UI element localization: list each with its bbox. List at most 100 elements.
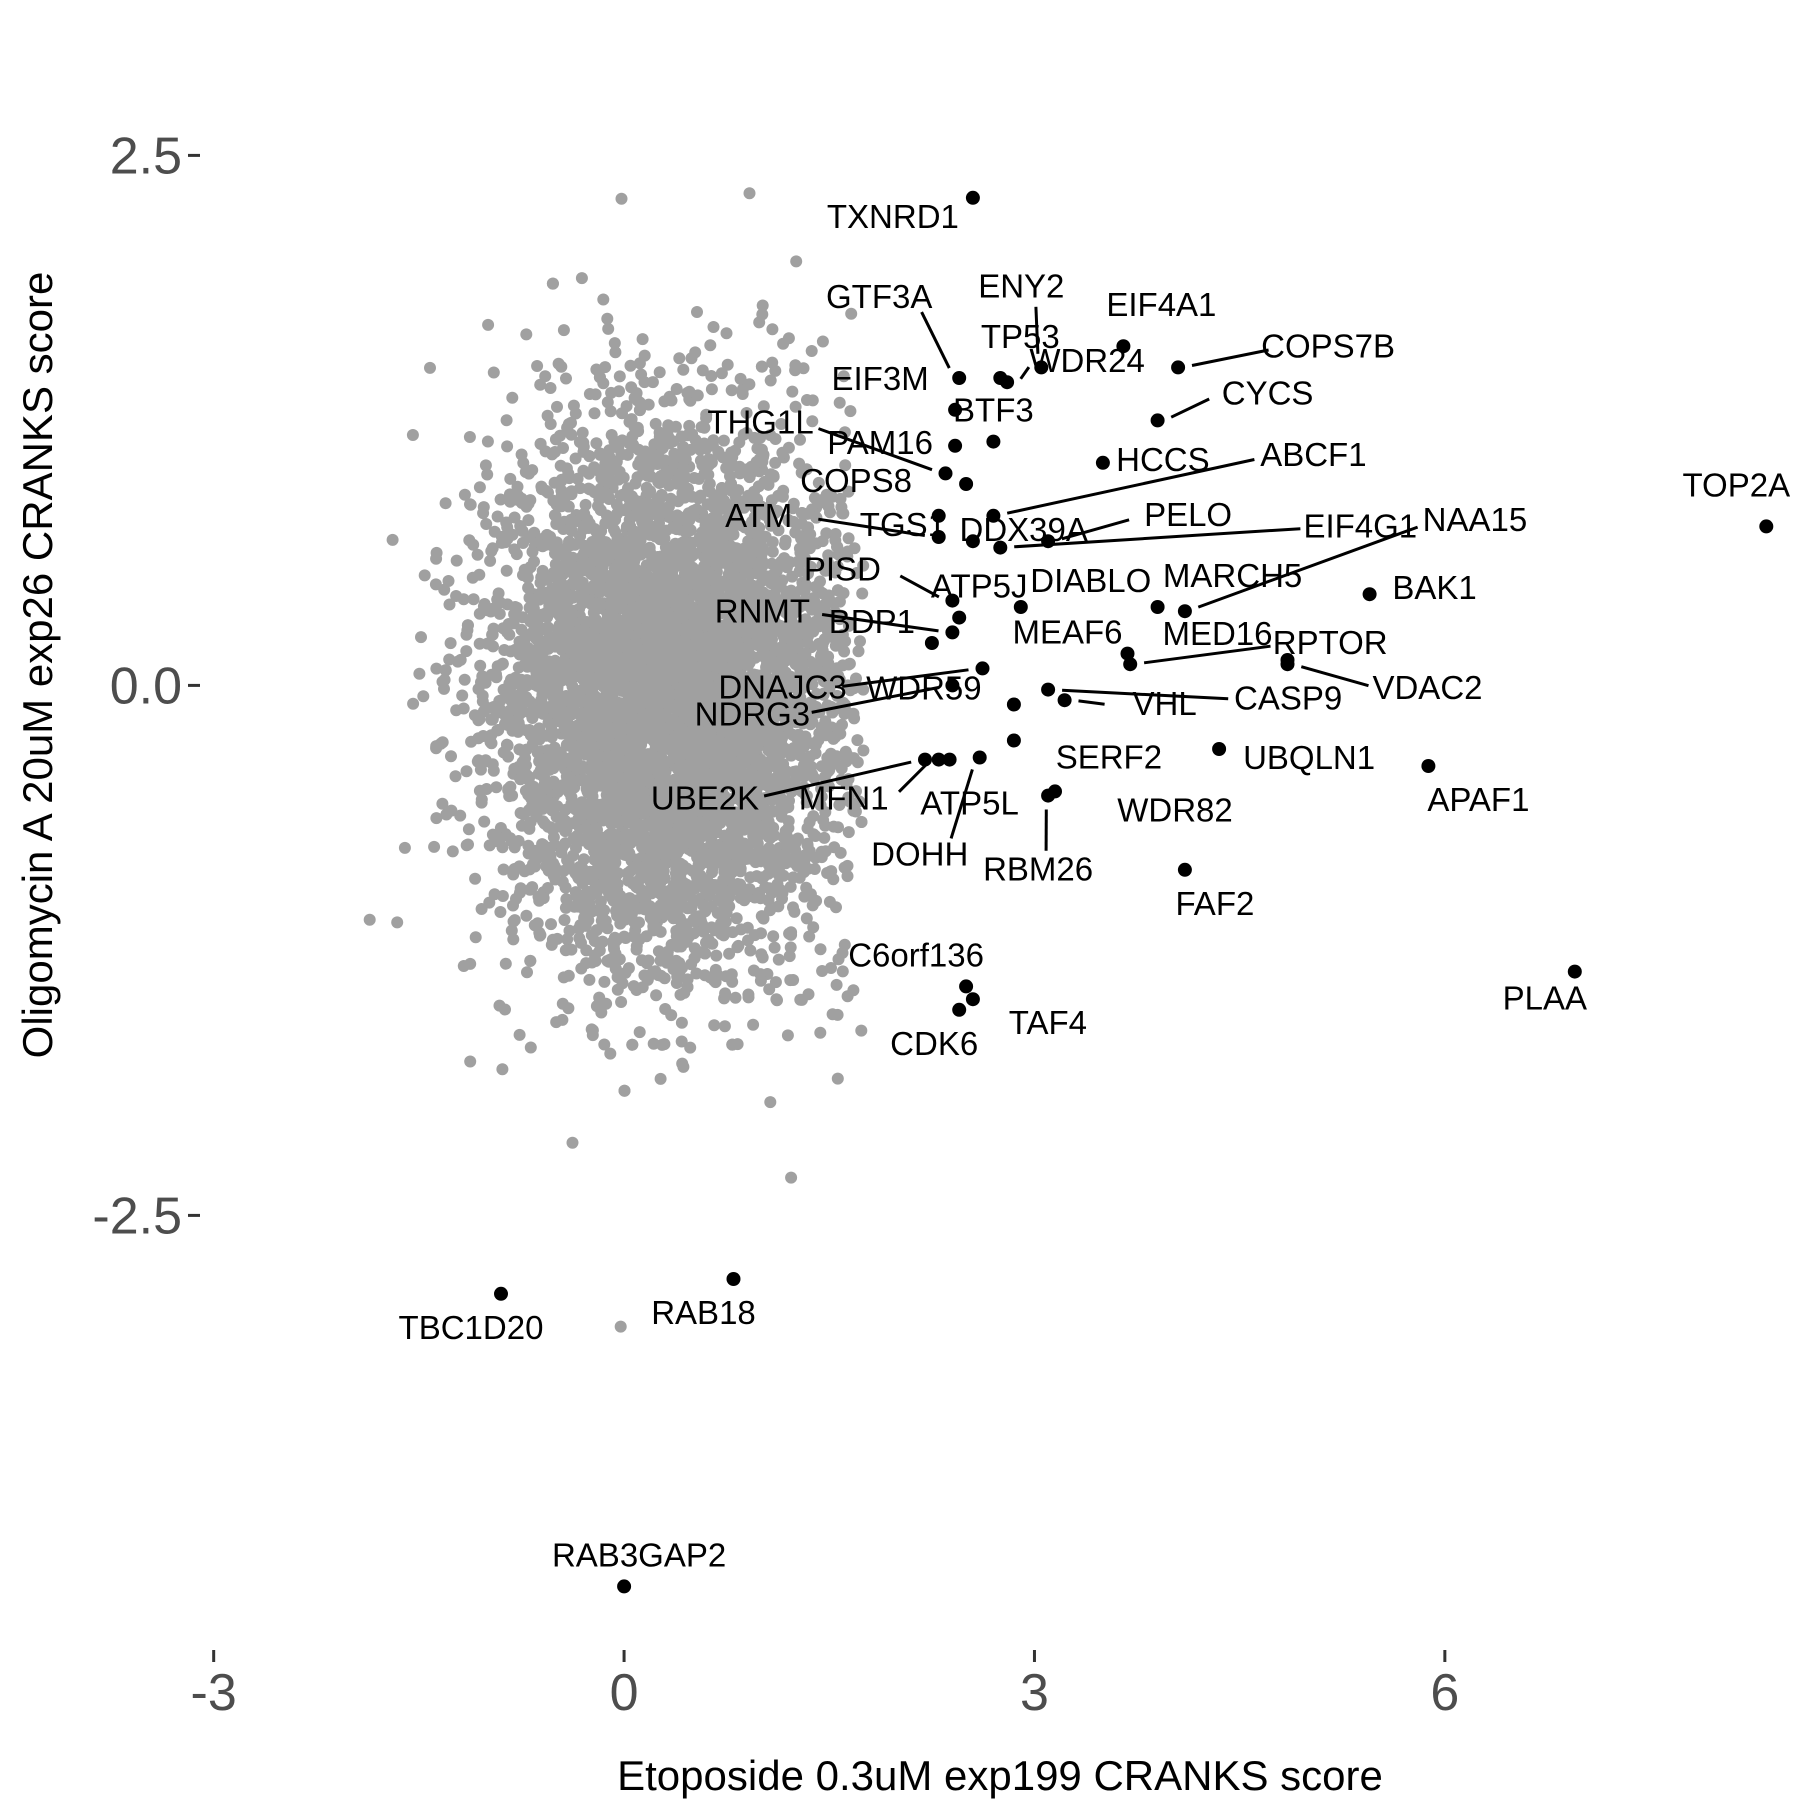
background-point bbox=[479, 676, 492, 689]
background-point bbox=[524, 816, 537, 829]
background-point bbox=[563, 592, 575, 605]
background-point bbox=[675, 1035, 688, 1048]
background-point bbox=[601, 476, 614, 489]
background-point bbox=[776, 446, 789, 459]
background-point bbox=[615, 996, 628, 1008]
background-point bbox=[775, 747, 788, 760]
background-point bbox=[830, 901, 842, 914]
background-point bbox=[718, 1020, 731, 1033]
background-point bbox=[757, 912, 770, 925]
background-point bbox=[457, 702, 470, 715]
background-point bbox=[764, 1096, 777, 1109]
background-point bbox=[708, 1019, 721, 1032]
background-point bbox=[508, 841, 521, 854]
background-point bbox=[768, 941, 781, 954]
background-point bbox=[705, 838, 717, 851]
background-point bbox=[545, 918, 557, 931]
background-point bbox=[575, 272, 588, 285]
background-point bbox=[738, 894, 751, 907]
background-point bbox=[551, 400, 563, 413]
background-point bbox=[672, 495, 685, 508]
background-point bbox=[449, 770, 462, 783]
background-point bbox=[615, 192, 628, 205]
background-point bbox=[580, 957, 593, 970]
background-point bbox=[770, 564, 783, 577]
background-point bbox=[847, 752, 860, 765]
background-point bbox=[744, 944, 757, 957]
background-point bbox=[754, 974, 767, 987]
background-point bbox=[743, 471, 756, 484]
background-point bbox=[747, 1018, 760, 1031]
background-point bbox=[767, 930, 780, 943]
background-point bbox=[769, 976, 782, 989]
background-point bbox=[650, 989, 663, 1002]
background-point bbox=[805, 345, 818, 357]
background-point bbox=[497, 622, 510, 635]
background-point bbox=[406, 429, 419, 441]
background-point bbox=[430, 552, 443, 565]
background-point bbox=[541, 409, 554, 422]
background-point bbox=[850, 672, 862, 685]
background-point bbox=[644, 485, 657, 498]
background-point bbox=[567, 399, 580, 412]
background-point bbox=[428, 840, 441, 853]
background-point bbox=[755, 443, 768, 456]
background-point bbox=[535, 480, 548, 493]
background-point bbox=[832, 821, 844, 834]
background-point bbox=[697, 540, 710, 553]
background-point bbox=[723, 947, 736, 960]
background-point bbox=[513, 1028, 526, 1041]
background-point bbox=[560, 462, 573, 475]
background-point bbox=[522, 514, 535, 527]
background-point bbox=[486, 628, 499, 641]
background-point bbox=[552, 662, 565, 674]
background-point bbox=[565, 416, 577, 429]
background-point bbox=[386, 533, 399, 546]
background-point bbox=[742, 991, 755, 1004]
background-point bbox=[500, 564, 513, 577]
background-point bbox=[508, 608, 521, 621]
background-point bbox=[604, 1047, 617, 1060]
background-point bbox=[430, 740, 443, 753]
background-point bbox=[787, 974, 800, 986]
background-points bbox=[363, 187, 870, 1333]
background-point bbox=[826, 1008, 839, 1021]
background-point bbox=[546, 933, 559, 946]
background-point bbox=[460, 765, 473, 778]
background-point bbox=[769, 456, 782, 469]
background-point bbox=[732, 939, 745, 952]
background-point bbox=[654, 1072, 667, 1085]
background-point bbox=[467, 538, 480, 551]
background-point bbox=[822, 780, 835, 793]
background-point bbox=[506, 391, 519, 404]
background-point bbox=[557, 324, 570, 337]
background-point bbox=[487, 366, 500, 379]
background-point bbox=[508, 511, 521, 524]
background-point bbox=[478, 815, 491, 828]
background-point bbox=[508, 914, 521, 927]
background-point bbox=[458, 488, 471, 501]
background-point bbox=[588, 407, 601, 420]
background-point bbox=[398, 841, 411, 854]
background-point bbox=[779, 534, 792, 547]
background-point bbox=[454, 653, 467, 666]
background-point bbox=[439, 497, 452, 510]
background-point bbox=[806, 899, 819, 912]
background-point bbox=[705, 383, 718, 396]
background-point bbox=[523, 591, 536, 604]
background-point bbox=[816, 535, 829, 548]
background-point bbox=[841, 870, 854, 883]
background-point bbox=[480, 783, 493, 795]
background-point bbox=[741, 921, 754, 934]
background-point bbox=[446, 845, 459, 858]
background-point bbox=[720, 327, 733, 340]
background-point bbox=[677, 1060, 690, 1073]
background-point bbox=[748, 511, 761, 523]
background-point bbox=[788, 905, 801, 918]
background-point bbox=[363, 913, 376, 926]
background-point bbox=[551, 588, 564, 601]
background-point bbox=[488, 525, 501, 538]
background-point bbox=[556, 811, 569, 824]
background-point bbox=[839, 459, 852, 472]
background-point bbox=[523, 804, 535, 817]
